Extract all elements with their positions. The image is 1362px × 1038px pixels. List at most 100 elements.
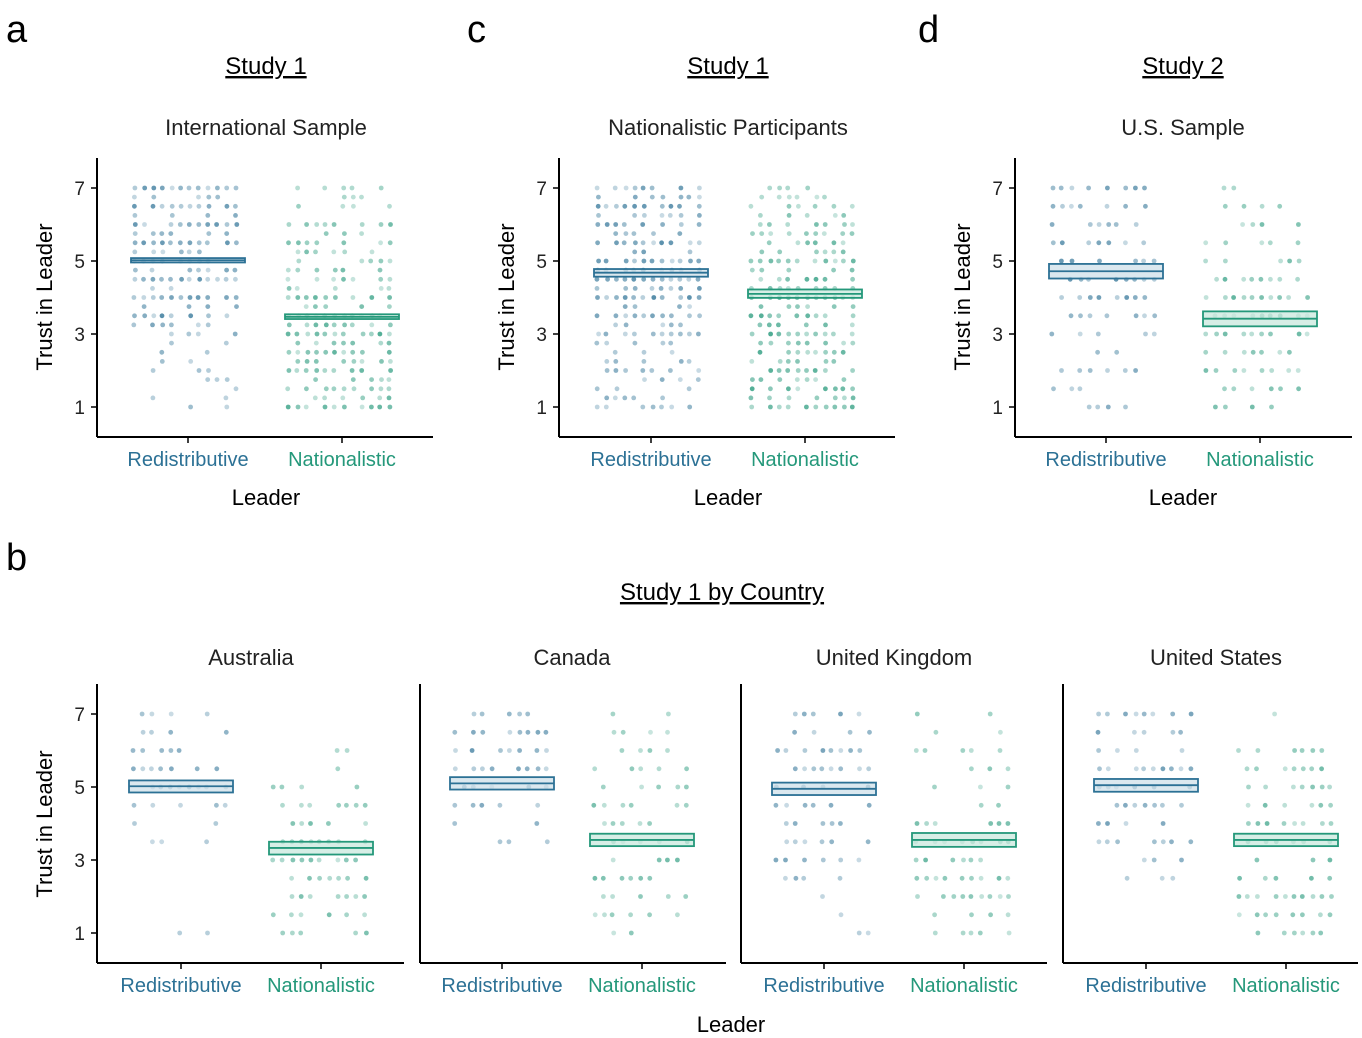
data-point (786, 395, 792, 401)
data-point (660, 322, 666, 328)
data-point (295, 185, 300, 191)
data-point (1087, 368, 1093, 373)
data-point (678, 185, 684, 191)
data-point (841, 258, 846, 264)
data-point (141, 304, 147, 309)
data-point (766, 322, 772, 328)
data-point (768, 386, 773, 392)
data-point (795, 368, 801, 373)
data-point (668, 322, 674, 328)
data-point (313, 359, 319, 364)
data-point (841, 377, 847, 382)
data-point (1259, 203, 1265, 209)
data-point (313, 322, 319, 328)
data-point (1095, 729, 1101, 735)
data-point (335, 857, 341, 863)
data-point (369, 322, 375, 328)
data-point (591, 802, 597, 808)
data-point (1059, 368, 1064, 373)
data-point (823, 258, 829, 264)
data-point (233, 276, 238, 282)
data-point (206, 203, 212, 209)
data-point (132, 231, 138, 237)
data-point (678, 322, 683, 328)
data-point (323, 295, 329, 300)
data-point (159, 748, 165, 753)
data-point (686, 194, 692, 200)
data-point (856, 711, 862, 717)
data-point (130, 748, 136, 753)
data-point (619, 748, 625, 753)
data-point (768, 404, 773, 410)
data-point (988, 821, 994, 826)
data-point (842, 222, 847, 227)
data-point (1291, 784, 1296, 790)
data-point (342, 231, 347, 237)
data-point (1096, 839, 1102, 845)
data-point (323, 349, 329, 355)
data-point (470, 802, 476, 808)
data-point (847, 729, 853, 735)
subtitle-d: U.S. Sample (1121, 115, 1245, 140)
x-category-label: Redistributive (590, 449, 711, 471)
data-point (622, 331, 628, 337)
data-point (331, 276, 336, 282)
data-point (159, 349, 165, 355)
y-tick-label: 1 (992, 398, 1003, 419)
data-point (595, 222, 601, 227)
data-point (675, 857, 680, 863)
data-point (1254, 912, 1260, 918)
data-point (665, 894, 671, 899)
data-point (234, 240, 239, 246)
data-point (768, 331, 773, 337)
data-point (687, 331, 692, 337)
data-point (776, 331, 782, 337)
data-point (323, 304, 329, 309)
data-point (132, 313, 137, 319)
data-point (594, 185, 600, 191)
data-point (377, 404, 383, 410)
data-point (623, 322, 629, 328)
data-point (795, 304, 800, 309)
data-point (748, 313, 754, 319)
data-point (471, 766, 477, 772)
data-point (1214, 276, 1219, 282)
data-point (168, 748, 174, 753)
data-point (794, 377, 800, 382)
data-point (776, 194, 782, 200)
data-point (1310, 784, 1315, 790)
data-point (612, 395, 618, 401)
data-point (205, 295, 211, 300)
data-point (359, 404, 365, 410)
data-point (623, 286, 629, 291)
data-point (696, 203, 702, 209)
data-point (968, 748, 974, 753)
data-point (831, 304, 837, 309)
data-point (1132, 729, 1137, 735)
data-point (534, 748, 540, 753)
data-point (831, 359, 837, 364)
data-point (802, 857, 807, 863)
data-point (595, 295, 600, 300)
data-point (1087, 295, 1093, 300)
data-point (814, 395, 820, 401)
data-point (378, 386, 384, 392)
data-point (1133, 313, 1139, 319)
data-point (768, 231, 774, 237)
data-point (304, 322, 310, 328)
data-point (1142, 313, 1147, 319)
data-point (331, 322, 337, 328)
data-point (141, 240, 147, 246)
data-point (498, 748, 503, 753)
data-point (632, 340, 638, 346)
data-point (776, 276, 782, 282)
data-point (344, 894, 349, 899)
x-category-label: Redistributive (1085, 975, 1206, 997)
data-point (660, 194, 666, 200)
data-point (649, 286, 655, 291)
data-point (749, 359, 755, 364)
data-point (196, 267, 201, 273)
data-point (674, 802, 680, 808)
data-point (295, 340, 301, 346)
data-point (773, 802, 779, 808)
